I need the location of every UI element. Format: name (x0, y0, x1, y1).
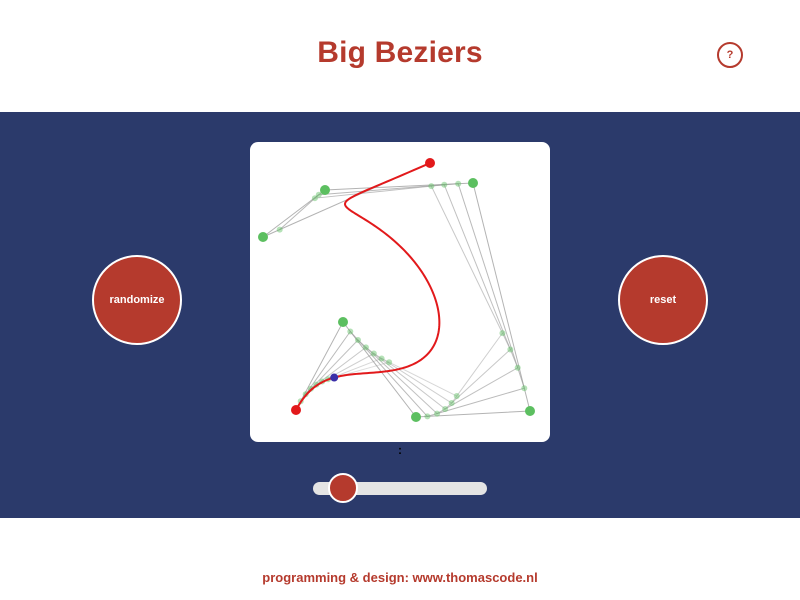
intermediate-point (455, 180, 462, 187)
help-button[interactable]: ? (717, 42, 743, 68)
intermediate-point (311, 195, 318, 202)
control-point-handle[interactable] (411, 412, 421, 422)
intermediate-point (428, 183, 435, 190)
intermediate-point (355, 336, 362, 343)
intermediate-point (442, 405, 449, 412)
bezier-canvas[interactable] (250, 142, 550, 442)
intermediate-point (453, 393, 460, 400)
separator-text: : (398, 443, 402, 457)
reset-button[interactable]: reset (618, 255, 708, 345)
slider-thumb[interactable] (327, 473, 358, 503)
intermediate-point (370, 350, 377, 357)
control-point-handle[interactable] (258, 232, 268, 242)
intermediate-point (362, 344, 369, 351)
control-point-handle[interactable] (320, 185, 330, 195)
intermediate-point (315, 191, 322, 198)
bezier-curve (295, 162, 441, 411)
intermediate-point (378, 355, 385, 362)
intermediate-point (521, 385, 528, 392)
intermediate-point (347, 328, 354, 335)
construction-line (310, 185, 511, 410)
endpoint-handle[interactable] (291, 405, 301, 415)
construction-line (262, 162, 531, 418)
construction-line (279, 183, 525, 417)
intermediate-point (514, 364, 521, 371)
progress-slider[interactable] (313, 473, 487, 503)
bezier-drawing[interactable] (250, 142, 550, 442)
header: Big Beziers ? (0, 0, 800, 112)
intermediate-point (441, 181, 448, 188)
intermediate-point (424, 413, 431, 420)
intermediate-point (276, 226, 283, 233)
randomize-button[interactable]: randomize (92, 255, 182, 345)
control-point-handle[interactable] (338, 317, 348, 327)
intermediate-point (434, 410, 441, 417)
tracer-point (330, 373, 339, 382)
intermediate-point (507, 346, 514, 353)
construction-line (305, 184, 519, 415)
endpoint-handle[interactable] (425, 158, 435, 168)
page-title: Big Beziers (317, 36, 483, 69)
intermediate-point (386, 359, 393, 366)
control-point-handle[interactable] (525, 406, 535, 416)
intermediate-point (499, 330, 506, 337)
construction-line (321, 357, 457, 397)
intermediate-point (448, 400, 455, 407)
control-point-handle[interactable] (468, 178, 478, 188)
footer-credit: programming & design: www.thomascode.nl (262, 570, 538, 585)
construction-line (316, 332, 503, 404)
